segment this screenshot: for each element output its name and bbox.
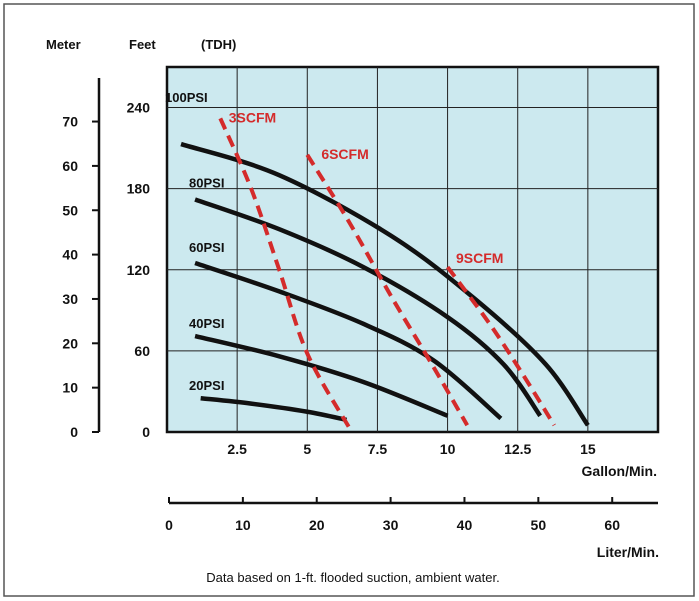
curve-label-9scfm: 9SCFM xyxy=(456,250,503,266)
tdh-axis-header: (TDH) xyxy=(201,37,236,52)
meter-tick-label: 20 xyxy=(62,335,78,351)
gallon-tick-label: 12.5 xyxy=(504,441,531,457)
meter-tick-label: 40 xyxy=(62,247,78,263)
curve-6scfm xyxy=(305,153,469,427)
gallon-tick-label: 5 xyxy=(303,441,311,457)
curve-60psi xyxy=(194,260,503,421)
liter-tick-label: 0 xyxy=(165,517,173,533)
curve-label-20psi: 20PSI xyxy=(189,378,224,393)
gallon-tick-label: 2.5 xyxy=(227,441,247,457)
curve-100psi xyxy=(180,141,590,427)
curve-label-60psi: 60PSI xyxy=(189,240,224,255)
gallon-axis-label: Gallon/Min. xyxy=(582,463,657,479)
meter-tick-label: 50 xyxy=(62,202,78,218)
liter-tick-label: 30 xyxy=(383,517,399,533)
feet-tick-label: 60 xyxy=(134,343,150,359)
meter-axis: 0 10 20 30 40 50 60 70 xyxy=(62,114,99,440)
curve-label-6scfm: 6SCFM xyxy=(321,146,368,162)
liter-tick-label: 20 xyxy=(309,517,325,533)
curve-labels: 100PSI 80PSI 60PSI 40PSI 20PSI 3SCFM 6SCFM 9SCF… xyxy=(165,90,503,393)
curve-3scfm xyxy=(218,117,352,429)
curve-40psi xyxy=(194,333,449,418)
meter-tick-label: 30 xyxy=(62,291,78,307)
feet-axis-header: Feet xyxy=(129,37,156,52)
feet-tick-label: 180 xyxy=(127,181,151,197)
curve-label-80psi: 80PSI xyxy=(189,175,224,190)
meter-tick-label: 70 xyxy=(62,114,78,130)
chart-note: Data based on 1-ft. flooded suction, amb… xyxy=(206,570,499,585)
curve-label-3scfm: 3SCFM xyxy=(229,109,276,125)
feet-tick-label: 120 xyxy=(127,262,151,278)
meter-tick-label: 60 xyxy=(62,158,78,174)
meter-axis-header: Meter xyxy=(46,37,81,52)
curve-lines xyxy=(180,117,590,429)
curve-20psi xyxy=(200,395,348,423)
liter-tick-label: 60 xyxy=(604,517,620,533)
feet-tick-label: 240 xyxy=(127,100,151,116)
curve-9scfm xyxy=(445,265,556,427)
feet-axis: 0 60 120 180 240 xyxy=(127,100,151,440)
liter-axis: 0 10 20 30 40 50 60 xyxy=(165,497,620,533)
liter-tick-label: 10 xyxy=(235,517,251,533)
liter-axis-label: Liter/Min. xyxy=(597,544,659,560)
liter-tick-label: 50 xyxy=(531,517,547,533)
gallon-axis: 2.5 5 7.5 10 12.5 15 xyxy=(227,441,595,457)
gallon-tick-label: 10 xyxy=(440,441,456,457)
curve-label-100psi: 100PSI xyxy=(165,90,208,105)
curve-label-40psi: 40PSI xyxy=(189,316,224,331)
feet-tick-label: 0 xyxy=(142,424,150,440)
gallon-tick-label: 7.5 xyxy=(368,441,388,457)
gallon-tick-label: 15 xyxy=(580,441,596,457)
meter-tick-label: 10 xyxy=(62,380,78,396)
meter-tick-label: 0 xyxy=(70,424,78,440)
liter-tick-label: 40 xyxy=(457,517,473,533)
